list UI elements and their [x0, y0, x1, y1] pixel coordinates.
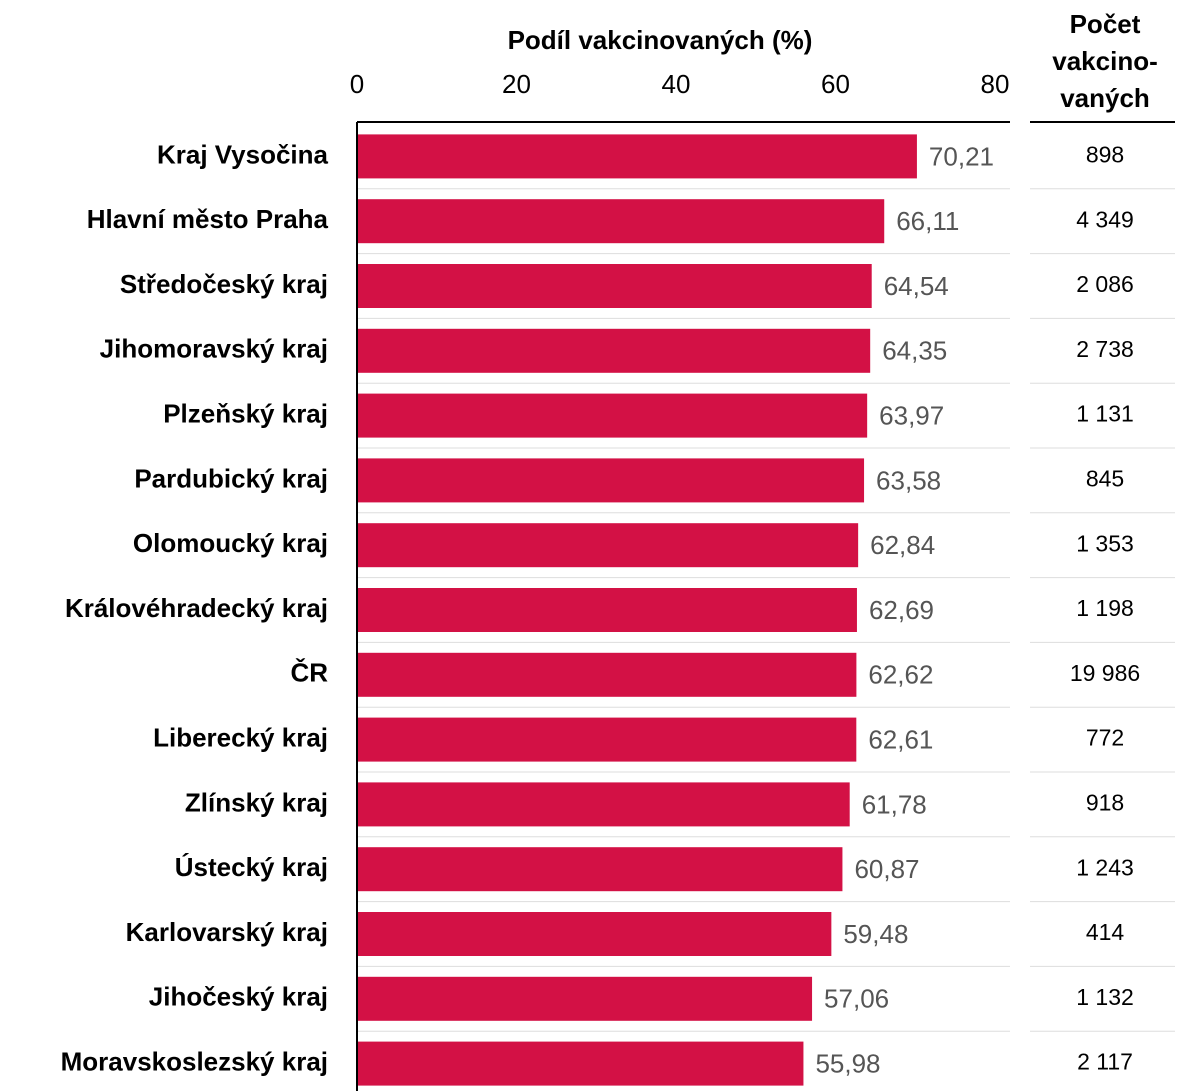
table-cell: 845 — [1086, 465, 1124, 491]
value-label: 62,61 — [868, 724, 933, 754]
bar — [357, 782, 850, 827]
value-label: 66,11 — [896, 206, 959, 236]
table-cell: 918 — [1086, 789, 1124, 815]
x-tick-label: 0 — [350, 69, 364, 99]
value-label: 62,84 — [870, 530, 935, 560]
table-header: vakcino- — [1052, 46, 1158, 76]
category-label: Pardubický kraj — [134, 463, 328, 493]
value-label: 57,06 — [824, 984, 889, 1014]
bar — [357, 847, 843, 892]
bar — [357, 393, 868, 438]
table-cell: 4 349 — [1076, 206, 1134, 232]
x-tick-label: 20 — [502, 69, 531, 99]
x-tick-label: 40 — [662, 69, 691, 99]
category-label: ČR — [290, 658, 328, 688]
category-label: Středočeský kraj — [120, 269, 328, 299]
category-label: Moravskoslezský kraj — [61, 1046, 328, 1076]
bar — [357, 717, 857, 762]
category-label: Olomoucký kraj — [133, 528, 328, 558]
value-label: 60,87 — [854, 854, 919, 884]
category-label: Hlavní město Praha — [87, 204, 329, 234]
table-cell: 1 198 — [1076, 595, 1134, 621]
bar — [357, 652, 857, 697]
value-label: 61,78 — [862, 789, 927, 819]
table-cell: 19 986 — [1070, 660, 1140, 686]
bar — [357, 1041, 804, 1086]
table-cell: 1 132 — [1076, 984, 1134, 1010]
table-cell: 898 — [1086, 141, 1124, 167]
bar — [357, 199, 885, 244]
value-label: 70,21 — [929, 141, 994, 171]
value-label: 59,48 — [843, 919, 908, 949]
bar — [357, 264, 872, 308]
bar — [357, 523, 859, 568]
table-cell: 772 — [1086, 725, 1124, 751]
category-label: Plzeňský kraj — [163, 398, 328, 428]
bar — [357, 328, 871, 373]
bar — [357, 912, 832, 956]
bar — [357, 588, 857, 632]
value-label: 63,97 — [879, 400, 944, 430]
bar — [357, 976, 813, 1021]
table-header: Počet — [1070, 9, 1141, 39]
value-label: 62,62 — [868, 660, 933, 690]
table-cell: 2 086 — [1076, 271, 1134, 297]
category-label: Karlovarský kraj — [126, 917, 328, 947]
table-header: vaných — [1060, 83, 1150, 113]
x-tick-label: 60 — [821, 69, 850, 99]
table-cell: 2 738 — [1076, 336, 1134, 362]
table-cell: 1 243 — [1076, 854, 1134, 880]
category-label: Královéhradecký kraj — [65, 593, 328, 623]
axis-title: Podíl vakcinovaných (%) — [508, 25, 813, 55]
category-label: Kraj Vysočina — [157, 139, 329, 169]
category-label: Ústecký kraj — [175, 852, 328, 882]
value-label: 64,54 — [884, 271, 949, 301]
category-label: Jihočeský kraj — [149, 982, 328, 1012]
table-cell: 414 — [1086, 919, 1125, 945]
value-label: 63,58 — [876, 465, 941, 495]
category-label: Liberecký kraj — [153, 722, 328, 752]
bar — [357, 134, 917, 179]
bar — [357, 458, 865, 503]
table-cell: 1 131 — [1076, 401, 1134, 427]
category-label: Zlínský kraj — [185, 787, 328, 817]
table-cell: 2 117 — [1077, 1049, 1133, 1075]
value-label: 64,35 — [882, 336, 947, 366]
value-label: 55,98 — [815, 1048, 880, 1078]
table-cell: 1 353 — [1076, 530, 1134, 556]
category-label: Jihomoravský kraj — [100, 334, 328, 364]
value-label: 62,69 — [869, 595, 934, 625]
x-tick-label: 80 — [981, 69, 1010, 99]
